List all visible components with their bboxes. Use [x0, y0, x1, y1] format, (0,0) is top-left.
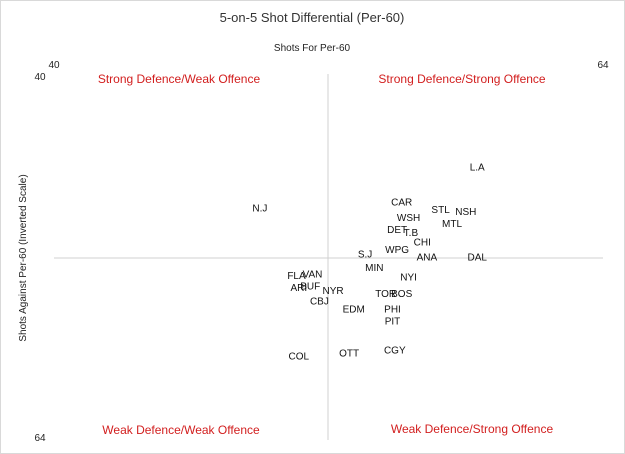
data-label-wsh: WSH: [397, 213, 420, 224]
data-label-dal: DAL: [467, 253, 487, 264]
data-label-nyr: NYR: [323, 286, 344, 297]
x-tick-max: 64: [597, 60, 609, 71]
y-tick-min: 40: [34, 72, 46, 83]
data-label-pit: PIT: [385, 317, 401, 328]
quadrant-label-bottom-left: Weak Defence/Weak Offence: [102, 423, 260, 437]
y-axis-label: Shots Against Per-60 (Inverted Scale): [18, 174, 29, 341]
data-label-phi: PHI: [384, 304, 401, 315]
data-label-min: MIN: [365, 263, 383, 274]
y-tick-max: 64: [34, 433, 46, 444]
quadrant-label-bottom-right: Weak Defence/Strong Offence: [391, 422, 554, 436]
data-label-stl: STL: [431, 205, 450, 216]
data-label-bos: BOS: [391, 289, 412, 300]
quadrant-label-top-left: Strong Defence/Weak Offence: [98, 72, 261, 86]
data-label-nsh: NSH: [455, 207, 476, 218]
data-label-fla: FLA: [287, 271, 306, 282]
data-label-edm: EDM: [343, 304, 365, 315]
data-label-tb: T.B: [404, 228, 419, 239]
data-label-wpg: WPG: [385, 245, 409, 256]
x-tick-min: 40: [48, 60, 60, 71]
data-label-chi: CHI: [414, 237, 431, 248]
data-label-cbj: CBJ: [310, 297, 329, 308]
data-label-det: DET: [387, 225, 407, 236]
data-label-cgy: CGY: [384, 346, 406, 357]
data-label-sj: S.J: [358, 249, 372, 260]
chart-title: 5-on-5 Shot Differential (Per-60): [220, 10, 405, 25]
data-label-van: VAN: [303, 269, 323, 280]
quadrant-label-top-right: Strong Defence/Strong Offence: [378, 72, 546, 86]
data-label-ana: ANA: [417, 253, 438, 264]
x-axis-label: Shots For Per-60: [274, 43, 351, 54]
data-label-ari: ARI: [290, 283, 307, 294]
data-label-nyi: NYI: [400, 272, 417, 283]
data-label-buf: BUF: [300, 282, 320, 293]
data-label-car: CAR: [391, 198, 412, 209]
data-label-ott: OTT: [339, 349, 359, 360]
data-label-tor: TOR: [375, 289, 396, 300]
data-label-nj: N.J: [252, 204, 267, 215]
data-label-mtl: MTL: [442, 219, 462, 230]
data-label-la: L.A: [470, 163, 485, 174]
data-label-col: COL: [289, 352, 310, 363]
